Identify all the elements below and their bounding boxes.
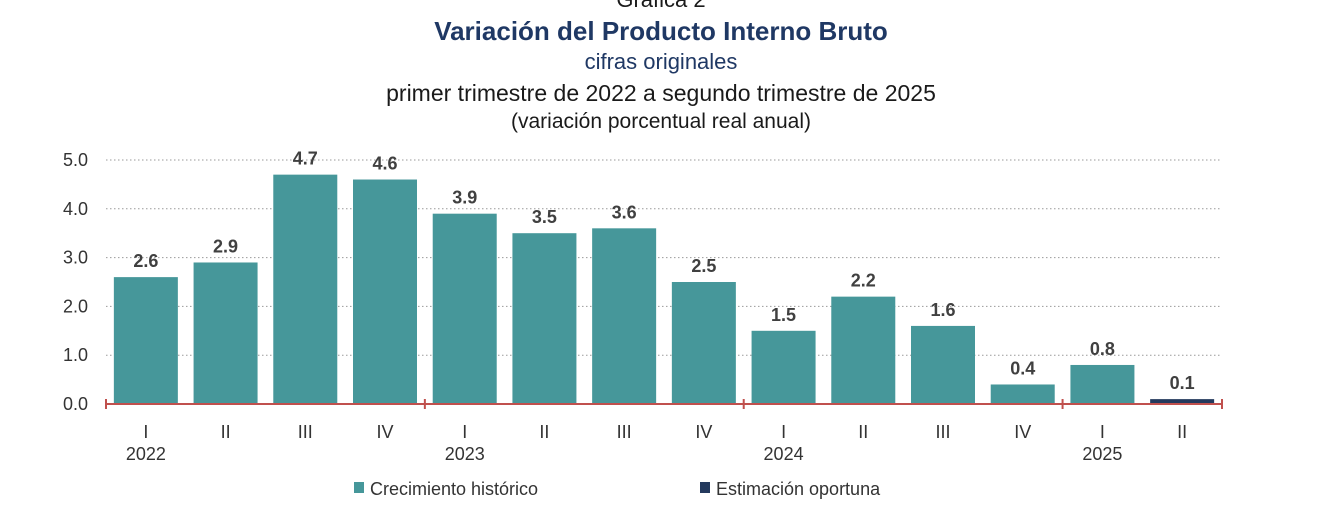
bars (113, 174, 1215, 404)
bar-historico (193, 262, 258, 404)
bar-historico (751, 330, 816, 404)
data-labels: 2.6 2.9 4.7 4.6 3.9 3.5 3.6 2.5 1.5 2.2 1.6 0.4 0.8 0… (133, 149, 1194, 393)
data-label: 1.6 (930, 300, 955, 320)
y-tick-label: 5.0 (63, 150, 88, 170)
x-category-label: III (935, 422, 950, 442)
x-category-label: II (1177, 422, 1187, 442)
legend-swatch-oportuna (700, 482, 710, 493)
x-category-label: IV (376, 422, 393, 442)
x-category-label: I (1100, 422, 1105, 442)
bar-historico (911, 325, 975, 404)
x-category-label: II (221, 422, 231, 442)
data-label: 2.5 (691, 256, 716, 276)
data-label: 2.2 (851, 271, 876, 291)
x-category-label: I (781, 422, 786, 442)
bar-historico (990, 384, 1055, 404)
x-category-label: IV (695, 422, 712, 442)
legend-label-historico: Crecimiento histórico (370, 479, 538, 499)
data-label: 1.5 (771, 305, 796, 325)
chart-title: Variación del Producto Interno Bruto (434, 16, 888, 46)
chart-pretitle: Gráfica 2 (0, 0, 1322, 12)
bar-historico (1070, 364, 1135, 404)
y-tick-label: 0.0 (63, 394, 88, 414)
x-category-label: III (617, 422, 632, 442)
bar-historico (671, 282, 736, 404)
bar-oportuna (1150, 399, 1215, 404)
x-category-label: I (462, 422, 467, 442)
bar-historico (273, 174, 338, 404)
bar-historico (831, 296, 896, 404)
x-year-label: 2025 (1082, 444, 1122, 464)
y-tick-label: 2.0 (63, 296, 88, 316)
y-tick-label: 4.0 (63, 199, 88, 219)
data-label: 3.6 (612, 202, 637, 222)
x-axis-categories: I II III IV I II III IV I II III IV I II (143, 422, 1187, 442)
data-label: 0.1 (1170, 373, 1195, 393)
y-tick-label: 1.0 (63, 345, 88, 365)
data-label: 4.6 (372, 154, 397, 174)
data-label: 2.6 (133, 251, 158, 271)
x-year-label: 2022 (126, 444, 166, 464)
x-axis-years: 2022 2023 2024 2025 (126, 444, 1123, 464)
x-category-label: I (143, 422, 148, 442)
y-tick-label: 3.0 (63, 248, 88, 268)
x-category-label: IV (1014, 422, 1031, 442)
bar-historico (592, 228, 657, 404)
data-label: 4.7 (293, 149, 318, 169)
chart-subtitle: cifras originales (584, 49, 738, 74)
bar-historico (512, 233, 577, 404)
x-year-label: 2023 (445, 444, 485, 464)
y-axis-ticks: 0.0 1.0 2.0 3.0 4.0 5.0 (63, 150, 88, 414)
legend-label-oportuna: Estimación oportuna (716, 479, 881, 499)
chart-unit: (variación porcentual real anual) (511, 110, 811, 133)
data-label: 3.5 (532, 207, 557, 227)
x-category-label: II (858, 422, 868, 442)
data-label: 0.4 (1010, 358, 1035, 378)
bar-historico (432, 213, 497, 404)
legend: Crecimiento histórico Estimación oportuna (354, 479, 881, 499)
data-label: 3.9 (452, 188, 477, 208)
x-category-label: II (539, 422, 549, 442)
data-label: 2.9 (213, 236, 238, 256)
x-axis (105, 399, 1223, 409)
chart-period: primer trimestre de 2022 a segundo trime… (386, 80, 936, 106)
x-year-label: 2024 (764, 444, 804, 464)
data-label: 0.8 (1090, 339, 1115, 359)
bar-historico (113, 277, 178, 404)
bar-historico (353, 179, 417, 404)
legend-swatch-historico (354, 482, 364, 493)
x-category-label: III (298, 422, 313, 442)
